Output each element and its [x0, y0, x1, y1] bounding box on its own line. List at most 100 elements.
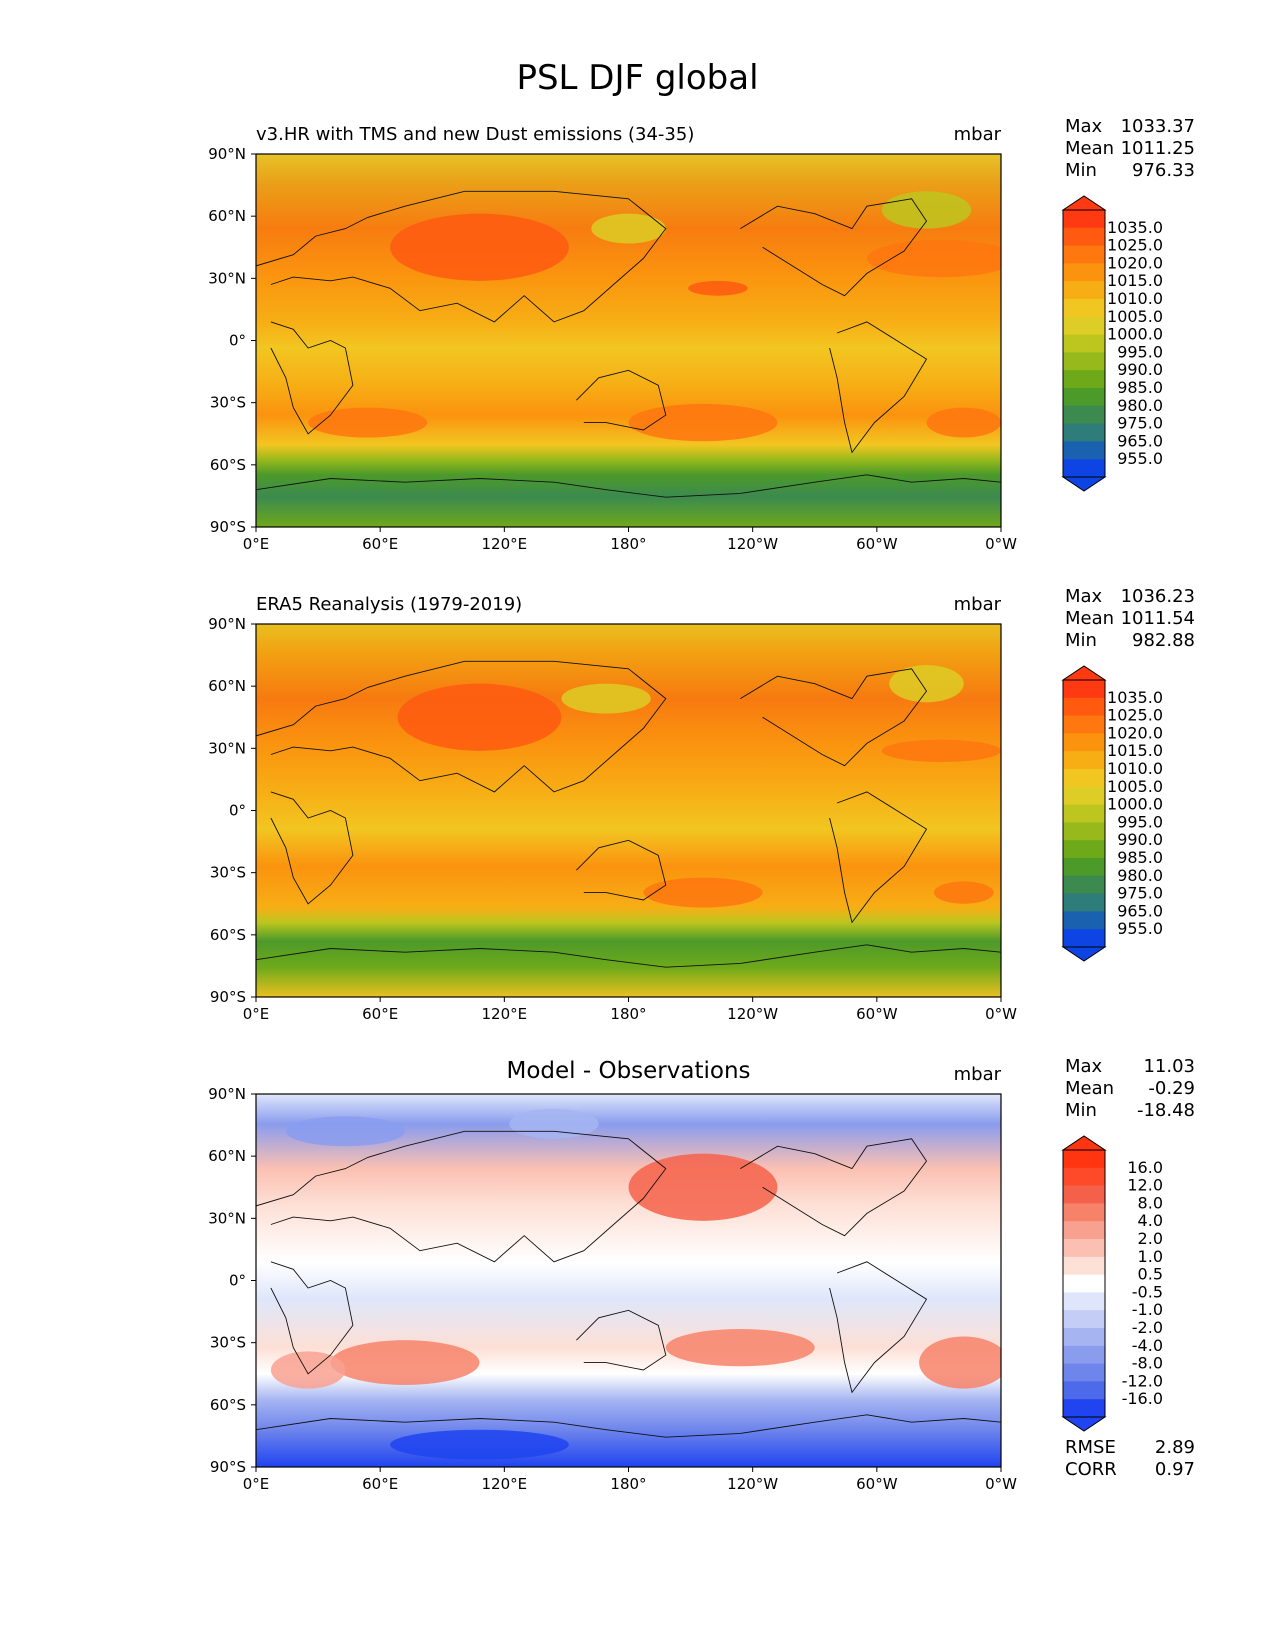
- colorbar-swatch: [1063, 352, 1105, 371]
- contour-region: [866, 239, 1001, 278]
- contour-region: [933, 881, 994, 904]
- colorbar-swatch: [1063, 769, 1105, 788]
- colorbar-frame: [1062, 209, 1106, 478]
- colorbar-label: 1005.0: [1107, 777, 1163, 796]
- map-field: [256, 624, 1001, 997]
- colorbar-label: -16.0: [1122, 1389, 1163, 1408]
- colorbar-label: 975.0: [1117, 414, 1163, 433]
- colorbar-extend-max: [1061, 665, 1107, 681]
- mean-label: Mean: [1065, 608, 1115, 629]
- lat-label: 60°N: [208, 1147, 246, 1165]
- lat-label: 60°N: [208, 207, 246, 225]
- contour-region: [628, 1153, 778, 1221]
- contour-region: [889, 665, 964, 703]
- colorbar-swatch: [1063, 459, 1105, 478]
- lon-label: 60°E: [362, 1005, 398, 1023]
- lat-label: 30°S: [210, 864, 246, 882]
- colorbar-swatch: [1063, 1363, 1105, 1382]
- lat-label: 30°N: [208, 739, 246, 757]
- lat-label: 0°: [229, 802, 246, 820]
- colorbar-swatch: [1063, 822, 1105, 841]
- mean-value: 1011.25: [1120, 138, 1195, 159]
- lon-label: 60°W: [856, 1475, 898, 1493]
- coastline: [270, 1261, 354, 1375]
- colorbar-label: -1.0: [1132, 1300, 1163, 1319]
- colorbar-label: -4.0: [1132, 1336, 1163, 1355]
- lon-label: 60°E: [362, 1475, 398, 1493]
- panel-3-stats: Max 11.03 Mean -0.29 Min -18.48: [1065, 1056, 1195, 1122]
- panel-3-units: mbar: [953, 1064, 1001, 1085]
- mean-label: Mean: [1065, 1078, 1115, 1099]
- colorbar-label: 965.0: [1117, 431, 1163, 450]
- colorbar-2: 1035.01025.01020.01015.01010.01005.01000…: [1061, 665, 1163, 962]
- map-frame: [255, 623, 1002, 998]
- lat-label: 90°N: [208, 1085, 246, 1103]
- colorbar-label: 1035.0: [1107, 688, 1163, 707]
- colorbar-swatch: [1063, 423, 1105, 442]
- panel-2-units: mbar: [953, 594, 1001, 615]
- colorbar-label: 1005.0: [1107, 307, 1163, 326]
- min-label: Min: [1065, 160, 1097, 181]
- min-value: -18.48: [1136, 1100, 1195, 1121]
- colorbar-label: 965.0: [1117, 901, 1163, 920]
- contour-region: [665, 1328, 815, 1367]
- colorbar-label: 1010.0: [1107, 289, 1163, 308]
- colorbar-label: 1000.0: [1107, 795, 1163, 814]
- lon-label: 180°: [610, 1475, 646, 1493]
- map-panel-3: 90°N 60°N 30°N 0° 30°S 60°S 90°S0°E 60°E 120°E 18…: [208, 1085, 1017, 1493]
- min-value: 976.33: [1132, 160, 1195, 181]
- colorbar-swatch: [1063, 1150, 1105, 1169]
- coastline: [829, 321, 928, 454]
- coastline: [270, 321, 354, 435]
- max-value: 1033.37: [1120, 116, 1195, 137]
- colorbar-label: 980.0: [1117, 866, 1163, 885]
- lon-label: 0°E: [243, 535, 270, 553]
- lon-label: 120°E: [482, 1475, 528, 1493]
- colorbar-swatch: [1063, 840, 1105, 859]
- colorbar-label: 990.0: [1117, 360, 1163, 379]
- lon-label: 0°W: [985, 535, 1017, 553]
- lat-label: 90°S: [210, 518, 246, 536]
- colorbar-label: 980.0: [1117, 396, 1163, 415]
- corr-label: CORR: [1065, 1459, 1117, 1480]
- colorbar-swatch: [1063, 911, 1105, 930]
- colorbar-label: -12.0: [1122, 1371, 1163, 1390]
- colorbar-1: 1035.01025.01020.01015.01010.01005.01000…: [1061, 195, 1163, 492]
- figure-title: PSL DJF global: [516, 58, 759, 98]
- colorbar-swatch: [1063, 1381, 1105, 1400]
- max-value: 1036.23: [1120, 586, 1195, 607]
- colorbar-swatch: [1063, 893, 1105, 912]
- lat-label: 30°N: [208, 269, 246, 287]
- colorbar-swatch: [1063, 680, 1105, 699]
- colorbar-swatch: [1063, 1274, 1105, 1293]
- lon-label: 0°E: [243, 1475, 270, 1493]
- map-panel-2: 90°N 60°N 30°N 0° 30°S 60°S 90°S0°E 60°E 120°E 18…: [208, 615, 1017, 1023]
- lat-label: 90°N: [208, 145, 246, 163]
- colorbar-label: -2.0: [1132, 1318, 1163, 1337]
- map-field: [256, 1094, 1001, 1467]
- colorbar-label: -8.0: [1132, 1354, 1163, 1373]
- colorbar-extend-min: [1061, 1416, 1107, 1432]
- contour-region: [643, 877, 763, 908]
- colorbar-label: 1.0: [1138, 1247, 1163, 1266]
- panel-1-title: v3.HR with TMS and new Dust emissions (3…: [256, 124, 695, 145]
- colorbar-label: 1015.0: [1107, 271, 1163, 290]
- colorbar-label: 1035.0: [1107, 218, 1163, 237]
- lon-label: 0°E: [243, 1005, 270, 1023]
- colorbar-swatch: [1063, 929, 1105, 948]
- colorbar-swatch: [1063, 405, 1105, 425]
- colorbar-swatch: [1063, 786, 1105, 806]
- colorbar-label: 1015.0: [1107, 741, 1163, 760]
- colorbar-swatch: [1063, 751, 1105, 770]
- colorbar-swatch: [1063, 388, 1105, 407]
- colorbar-extend-max: [1061, 195, 1107, 211]
- coastline: [829, 1261, 928, 1394]
- colorbar-label: 1020.0: [1107, 253, 1163, 272]
- lon-label: 120°W: [727, 1475, 778, 1493]
- contour-region: [926, 407, 1001, 438]
- coastline: [270, 791, 354, 905]
- colorbar-label: 975.0: [1117, 884, 1163, 903]
- colorbar-frame: [1062, 679, 1106, 948]
- lat-label: 30°S: [210, 394, 246, 412]
- lon-label: 0°W: [985, 1005, 1017, 1023]
